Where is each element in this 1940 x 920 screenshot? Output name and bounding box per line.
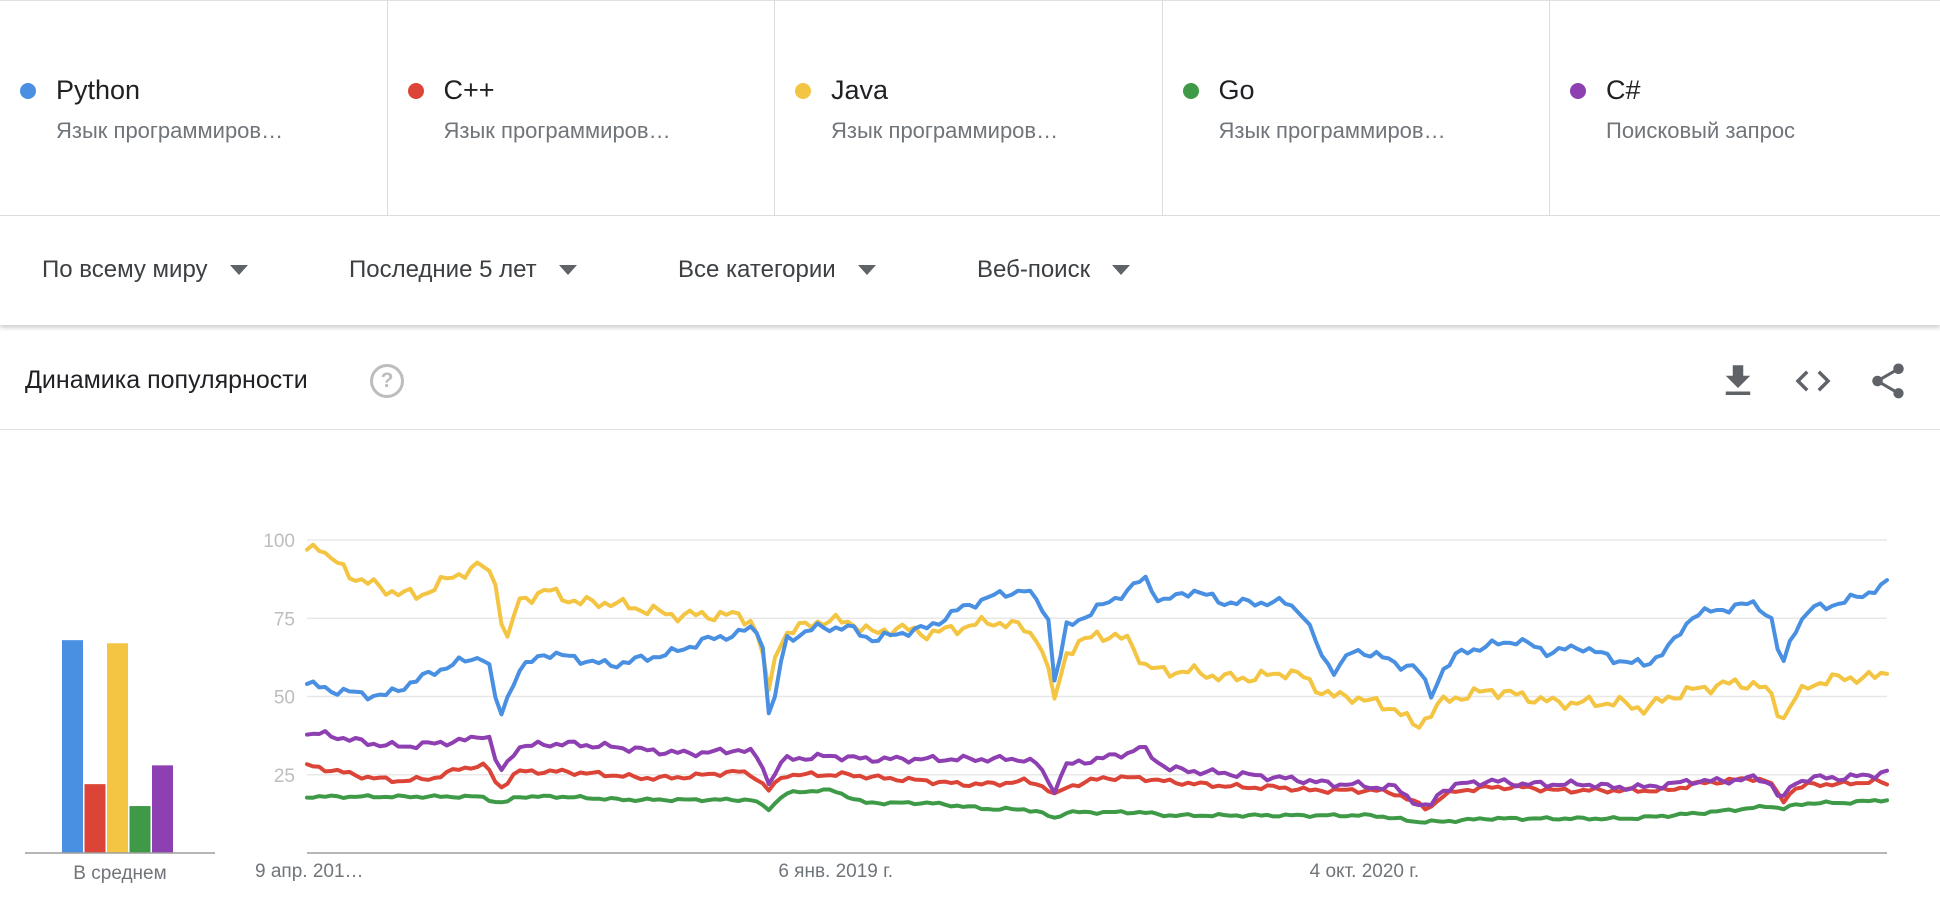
chart-grid [307,539,1887,854]
term-card-go[interactable]: Go Язык программиров… [1163,1,1550,216]
chart-lines [305,542,1889,825]
average-label: В среднем [73,863,166,884]
series-line-java[interactable] [305,542,1889,730]
average-bar-java[interactable] [107,643,128,853]
term-name: Python [56,75,141,105]
series-color-dot [1182,83,1199,99]
period-label: Последние 5 лет [349,256,537,283]
x-tick-label: 9 апр. 201… [255,861,364,882]
embed-code-icon[interactable] [1792,360,1834,402]
series-color-dot [1570,83,1586,99]
term-name: Java [831,75,889,105]
average-bar-cpp[interactable] [84,784,106,853]
comparison-terms: Python Язык программиров… C++ Язык прогр… [0,0,1940,216]
series-color-dot [407,83,424,99]
term-card-csharp[interactable]: C# Поисковый запрос [1550,1,1938,216]
term-subtitle: Язык программиров… [443,118,671,143]
panel-header: Динамика популярности ? [0,330,1940,430]
x-tick-label: 4 окт. 2020 г. [1310,861,1420,882]
average-bar-go[interactable] [129,806,151,853]
term-name: Go [1218,75,1255,105]
term-name: C++ [443,75,495,105]
region-label: По всему миру [42,256,208,283]
period-dropdown[interactable]: Последние 5 лет [349,256,577,284]
help-circle-icon[interactable]: ? [370,364,404,398]
term-name: C# [1606,75,1641,105]
term-subtitle: Язык программиров… [1218,118,1446,143]
chart-tick-labels: 25 50 75 100 9 апр. 201… 6 янв. 2019 г. 4 окт.… [255,531,1419,882]
download-icon[interactable] [1717,360,1759,402]
panel-title: Динамика популярности [25,366,308,394]
dropdown-arrow-icon [1112,265,1131,275]
series-line-csharp[interactable] [305,729,1889,808]
average-bars: В среднем [25,640,215,884]
dropdown-arrow-icon [558,265,577,275]
series-color-dot [20,83,36,99]
search-type-dropdown[interactable]: Веб-поиск [977,256,1131,284]
region-dropdown[interactable]: По всему миру [42,256,248,284]
series-color-dot [795,83,811,99]
interest-over-time-chart: В среднем 25 50 75 100 9 апр. 201… 6 янв. 201… [25,531,1889,884]
y-tick-label: 100 [263,531,295,552]
term-card-java[interactable]: Java Язык программиров… [775,1,1163,216]
average-bar-csharp[interactable] [152,765,173,853]
share-icon[interactable] [1867,360,1909,402]
series-line-python[interactable] [305,574,1889,717]
term-card-python[interactable]: Python Язык программиров… [0,1,388,216]
y-tick-label: 75 [274,609,295,630]
term-subtitle: Поисковый запрос [1606,118,1796,143]
category-label: Все категории [678,256,836,283]
y-tick-label: 50 [274,688,295,709]
x-tick-label: 6 янв. 2019 г. [778,861,893,882]
dropdown-arrow-icon [857,265,876,275]
dropdown-arrow-icon [229,265,248,275]
term-subtitle: Язык программиров… [831,118,1059,143]
series-line-go[interactable] [305,787,1889,825]
y-tick-label: 25 [274,766,295,787]
category-dropdown[interactable]: Все категории [678,256,876,284]
filters-bar: По всему миру Последние 5 лет Все катего… [0,215,1940,325]
term-subtitle: Язык программиров… [56,118,284,143]
search-type-label: Веб-поиск [977,256,1091,283]
term-card-cpp[interactable]: C++ Язык программиров… [388,1,775,216]
average-bar-python[interactable] [62,640,83,853]
